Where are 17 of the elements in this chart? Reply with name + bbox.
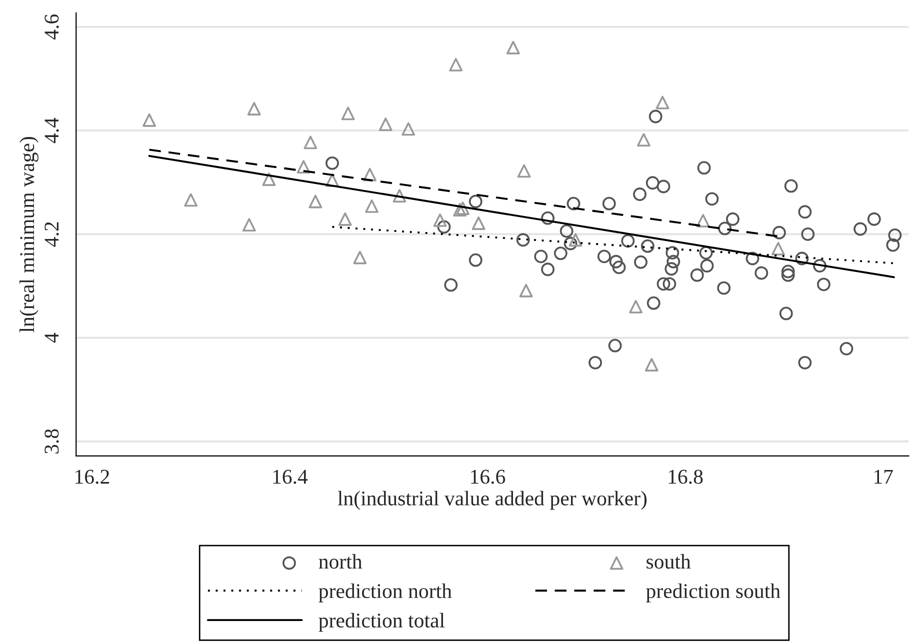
x-tick-label: 16.8 <box>668 470 703 484</box>
y-tick-label: 3.8 <box>44 429 59 454</box>
legend-label: prediction north <box>318 583 452 602</box>
legend-label: north <box>318 554 362 569</box>
legend-label: prediction south <box>646 583 780 602</box>
y-axis-title: ln(real minimum wage) <box>20 136 38 332</box>
x-tick-label: 16.2 <box>76 470 110 484</box>
x-tick-label: 16.6 <box>471 470 506 484</box>
y-tick-label: 4.4 <box>44 118 59 144</box>
x-tick-label: 16.4 <box>273 470 308 484</box>
x-tick-label: 17 <box>874 470 893 484</box>
legend-label: prediction total <box>318 612 445 632</box>
x-axis-title: ln(industrial value added per worker) <box>338 490 647 510</box>
y-tick-label: 4 <box>44 332 58 343</box>
legend-label: south <box>646 554 691 569</box>
y-tick-label: 4.2 <box>44 222 59 247</box>
y-tick-label: 4.6 <box>44 14 59 40</box>
